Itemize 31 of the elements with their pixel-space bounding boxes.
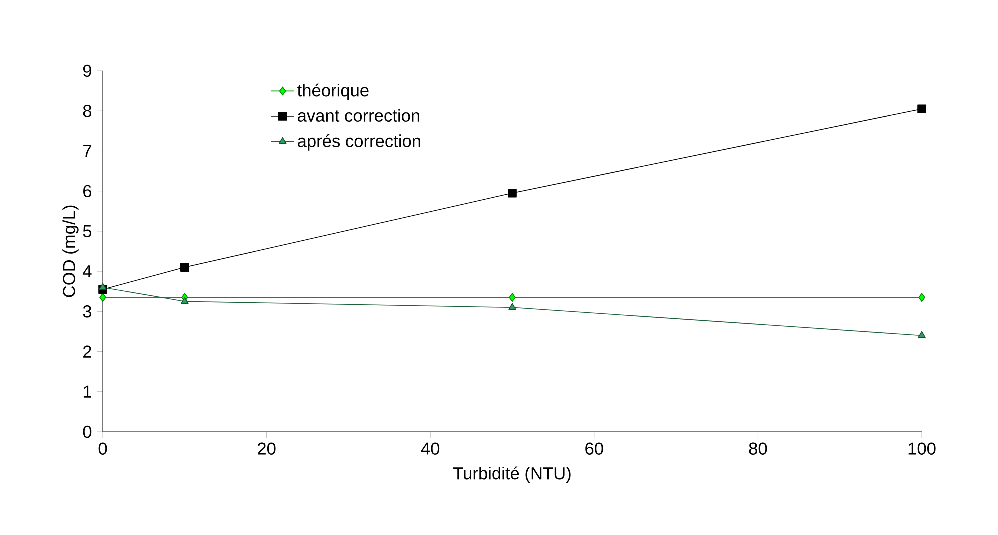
- y-tick-label: 2: [84, 346, 92, 358]
- x-tick-label: 60: [586, 442, 604, 455]
- point: [508, 303, 516, 310]
- point: [918, 293, 926, 302]
- point: [918, 104, 926, 114]
- x-tick-label: 40: [421, 442, 440, 455]
- point: [509, 293, 516, 302]
- point: [181, 297, 189, 304]
- y-tick-label: 7: [84, 145, 92, 158]
- y-tick-label: 6: [84, 185, 92, 198]
- y-tick-label: 8: [83, 104, 92, 118]
- x-tick-label: 20: [258, 442, 276, 455]
- x-tick-label: 0: [98, 442, 108, 455]
- y-tick-label: 5: [83, 225, 92, 238]
- x-tick-label: 80: [749, 442, 768, 455]
- y-tick-label: 4: [83, 266, 92, 278]
- legend-label: aprés correction: [298, 134, 420, 151]
- point: [100, 293, 106, 302]
- point: [918, 331, 926, 338]
- y-tick-label: 3: [83, 306, 92, 318]
- y-tick-label: 9: [83, 64, 92, 78]
- legend-label: théorique: [298, 84, 369, 100]
- y-tick-label: 0: [83, 426, 92, 438]
- point: [99, 283, 107, 290]
- y-tick-label: 1: [84, 386, 92, 398]
- x-axis-title: Turbidité (NTU): [454, 466, 571, 484]
- legend-label: avant correction: [298, 109, 420, 122]
- x-tick-label: 100: [908, 442, 936, 455]
- point: [180, 263, 190, 272]
- point: [508, 188, 517, 198]
- y-axis-title: COD (mg/L): [62, 206, 79, 298]
